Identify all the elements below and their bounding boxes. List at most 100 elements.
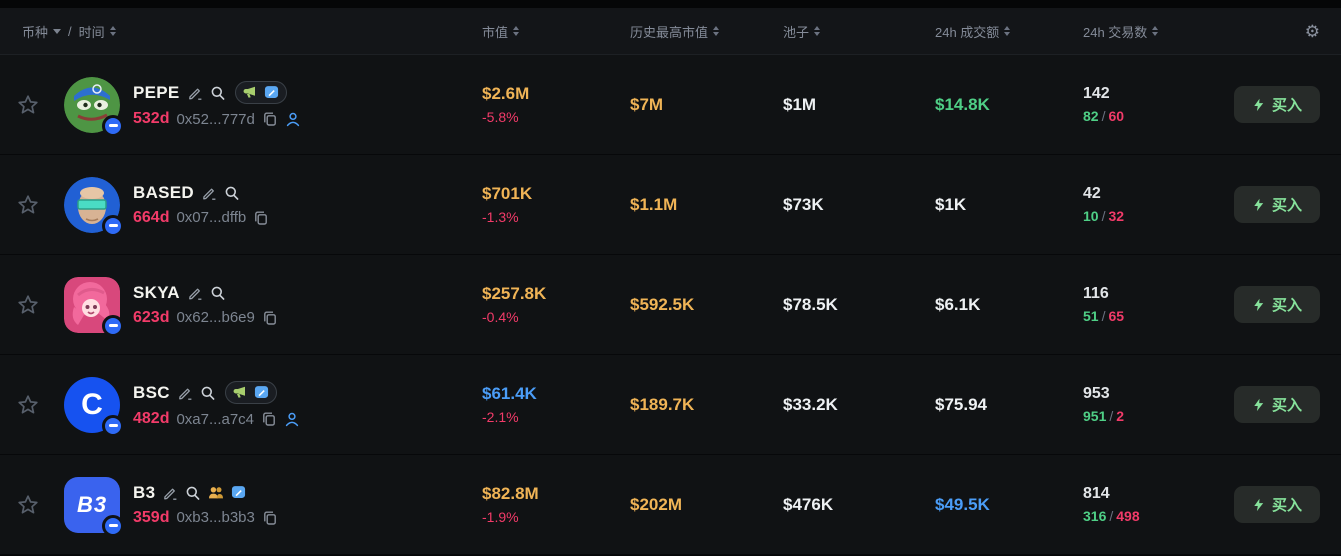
time-header-label[interactable]: 时间 (78, 24, 105, 40)
coin-header-label[interactable]: 币种 (22, 24, 49, 40)
community-people-icon[interactable] (208, 485, 224, 501)
search-icon[interactable] (210, 85, 226, 101)
buy-button[interactable]: 买入 (1234, 486, 1320, 523)
buys-count: 82 (1083, 108, 1099, 124)
token-age: 623d (133, 308, 170, 326)
edit-icon[interactable] (187, 285, 203, 301)
sort-arrows-icon[interactable] (814, 26, 821, 36)
sort-arrows-icon[interactable] (713, 26, 720, 36)
copy-icon[interactable] (261, 411, 277, 427)
txn-slash: / (1109, 408, 1114, 424)
copy-icon[interactable] (262, 310, 278, 326)
buy-button[interactable]: 买入 (1234, 286, 1320, 323)
token-address[interactable]: 0xb3...b3b3 (176, 509, 255, 526)
copy-icon[interactable] (262, 111, 278, 127)
column-header-24h-volume[interactable]: 24h 成交额 (928, 22, 1076, 41)
buys-count: 10 (1083, 208, 1099, 224)
token-name[interactable]: SKYA (133, 282, 180, 302)
token-address[interactable]: 0x62...b6e9 (176, 309, 255, 326)
buy-button[interactable]: 买入 (1234, 86, 1320, 123)
token-address[interactable]: 0x07...dffb (176, 209, 247, 226)
megaphone-icon[interactable] (243, 85, 258, 100)
copy-icon[interactable] (253, 210, 269, 226)
search-icon[interactable] (185, 485, 201, 501)
token-avatar[interactable] (64, 276, 124, 337)
edit-icon[interactable] (162, 485, 178, 501)
buys-count: 316 (1083, 508, 1107, 524)
pool-value: $73K (783, 194, 824, 214)
buy-button[interactable]: 买入 (1234, 186, 1320, 223)
volume-value: $1K (935, 194, 967, 214)
favorite-star-icon[interactable] (17, 494, 39, 515)
holder-person-icon[interactable] (284, 411, 300, 427)
lightning-icon (1254, 498, 1264, 511)
chevron-down-icon (53, 28, 62, 34)
base-chain-badge-icon (102, 214, 124, 237)
sort-arrows-icon[interactable] (513, 26, 520, 36)
column-header-market-cap[interactable]: 市值 (475, 22, 623, 41)
buys-count: 951 (1083, 408, 1107, 424)
column-header-ath-market-cap[interactable]: 历史最高市值 (623, 22, 776, 41)
sells-count: 2 (1116, 408, 1125, 424)
pool-value: $476K (783, 494, 834, 514)
token-name[interactable]: B3 (133, 482, 156, 502)
buy-button[interactable]: 买入 (1234, 386, 1320, 423)
txn-count: 142 (1083, 85, 1110, 102)
favorite-star-icon[interactable] (17, 294, 39, 315)
token-avatar[interactable]: B3 (64, 476, 124, 537)
social-links-pill (224, 381, 277, 404)
lightning-icon (1254, 198, 1264, 211)
search-icon[interactable] (210, 285, 226, 301)
edit-icon[interactable] (201, 185, 217, 201)
base-chain-badge-icon (102, 514, 124, 537)
token-age: 359d (133, 508, 170, 526)
chat-edit-icon[interactable] (231, 485, 246, 500)
pool-value: $78.5K (783, 294, 838, 314)
column-header-pool[interactable]: 池子 (776, 22, 928, 41)
favorite-star-icon[interactable] (17, 94, 39, 115)
token-name[interactable]: BSC (133, 382, 170, 402)
table-row: B3 B3 359d 0xb3...b3b3 $82.8M -1.9% $ (0, 455, 1341, 555)
ath-value: $592.5K (630, 294, 695, 314)
token-avatar[interactable]: C (64, 376, 124, 437)
chat-edit-icon[interactable] (264, 85, 279, 100)
token-avatar[interactable] (64, 76, 124, 137)
header-separator: / (68, 23, 72, 39)
favorite-star-icon[interactable] (17, 194, 39, 215)
copy-icon[interactable] (262, 510, 278, 526)
token-age: 532d (133, 110, 170, 127)
token-address[interactable]: 0xa7...a7c4 (176, 410, 255, 428)
bsc-avatar: C (64, 376, 120, 433)
volume-value: $75.94 (935, 394, 987, 414)
sort-arrows-icon[interactable] (1152, 26, 1159, 36)
gear-icon[interactable]: ⚙ (1304, 21, 1320, 41)
volume-value: $6.1K (935, 294, 981, 314)
favorite-star-icon[interactable] (17, 394, 39, 415)
txn-count: 42 (1083, 185, 1101, 202)
token-name[interactable]: PEPE (133, 82, 180, 102)
market-cap-value: $2.6M (482, 84, 530, 103)
avatar-letter: C (81, 387, 103, 421)
search-icon[interactable] (200, 385, 216, 401)
column-header-24h-txns[interactable]: 24h 交易数 (1076, 22, 1223, 41)
token-name[interactable]: BASED (133, 182, 195, 202)
volume-value: $49.5K (935, 494, 990, 514)
market-cap-value: $61.4K (482, 384, 537, 403)
edit-icon[interactable] (187, 85, 203, 101)
lightning-icon (1254, 298, 1264, 311)
token-avatar[interactable] (64, 176, 124, 237)
base-chain-badge-icon (102, 414, 124, 437)
sort-arrows-icon[interactable] (1004, 26, 1011, 36)
pool-value: $33.2K (783, 394, 838, 414)
sort-arrows-icon[interactable] (109, 26, 116, 36)
column-header-coin-time[interactable]: 币种 / 时间 (0, 22, 475, 41)
megaphone-icon[interactable] (233, 385, 248, 400)
txn-count: 953 (1083, 385, 1110, 402)
edit-icon[interactable] (177, 385, 193, 401)
chat-edit-icon[interactable] (254, 385, 269, 400)
search-icon[interactable] (224, 185, 240, 201)
holder-person-icon[interactable] (285, 111, 301, 127)
table-settings[interactable]: ⚙ (1223, 23, 1341, 40)
token-address[interactable]: 0x52...777d (176, 110, 255, 128)
